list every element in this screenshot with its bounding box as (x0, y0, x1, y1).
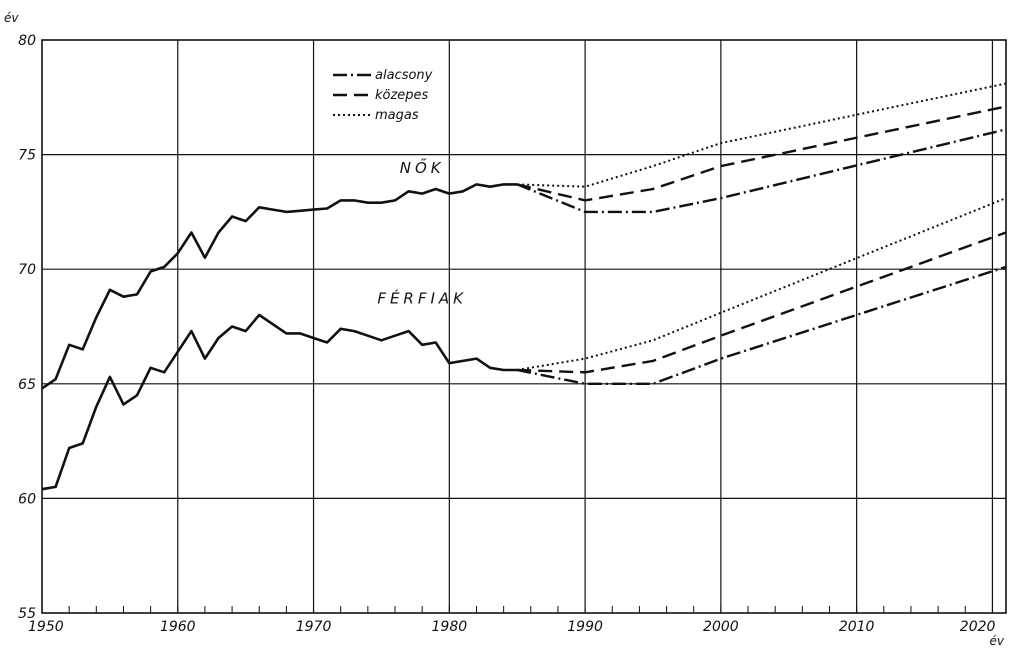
plot-border (41, 39, 1007, 614)
series-line-nok (41, 183, 518, 390)
projection-nok-magas (517, 82, 1007, 188)
x-tick-label-2000: 2000 (703, 619, 739, 635)
x-tick-label-2010: 2010 (839, 619, 875, 635)
y-tick-label-70: 70 (18, 262, 36, 278)
projection-ferfiak-alacsony (516, 265, 1007, 385)
series-line-ferfiak (41, 313, 518, 491)
x-tick-label-1970: 1970 (296, 619, 332, 635)
y-tick-label-80: 80 (18, 33, 36, 49)
legend: alacsony közepes magas (333, 68, 433, 123)
x-tick-label-2020: 2020 (960, 619, 996, 635)
grid (42, 40, 1006, 613)
legend-label-alacsony: alacsony (375, 68, 433, 83)
projection-ferfiak-közepes (517, 231, 1007, 374)
x-axis-unit-label: év (990, 634, 1005, 648)
x-tick-label-1980: 1980 (432, 619, 468, 635)
x-tick-label-1950: 1950 (28, 619, 64, 635)
projection-nok-közepes (516, 105, 1007, 202)
axes: 1950 1960 1970 1980 1990 2000 2010 2020 55 60 65 70… (18, 33, 995, 635)
y-tick-label-75: 75 (18, 148, 36, 164)
x-tick-label-1990: 1990 (567, 619, 603, 635)
series-label-nok: NŐK (400, 157, 445, 177)
series-label-ferfiak: FÉRFIAK (377, 289, 467, 308)
y-tick-label-65: 65 (18, 377, 36, 393)
x-tick-label-1960: 1960 (160, 619, 196, 635)
legend-label-közepes: közepes (375, 88, 429, 103)
projection-nok-alacsony (516, 128, 1007, 214)
plot-frame (41, 39, 1007, 614)
y-tick-label-60: 60 (18, 491, 36, 507)
projection-ferfiak-magas (517, 197, 1007, 371)
y-tick-label-55: 55 (18, 606, 36, 622)
y-axis-unit-label: év (4, 11, 19, 25)
series-group: NŐK FÉRFIAK (41, 82, 1007, 491)
legend-label-magas: magas (375, 108, 419, 123)
